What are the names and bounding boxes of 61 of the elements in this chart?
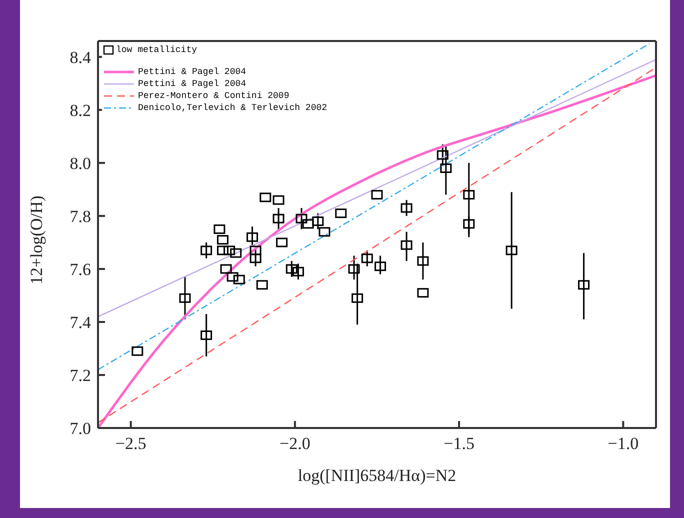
point [400,203,412,213]
y-tick-label: 7.6 [70,260,91,279]
point [226,272,238,282]
point [224,246,236,256]
point [256,280,268,290]
point [272,214,284,224]
y-tick-label: 8.0 [70,154,91,173]
point [312,216,324,226]
point [463,219,475,229]
x-axis-title: log([NII]6584/Hα)=N2 [298,466,456,485]
point [216,235,228,245]
point [436,150,448,160]
point [371,190,383,200]
y-tick-label: 7.0 [70,419,91,438]
point [348,264,360,274]
point [220,264,232,274]
x-tick-label: −2.0 [280,434,310,454]
point [230,248,242,258]
point [318,227,330,237]
legend-label: low metallicity [116,44,198,56]
point [272,195,284,205]
point [200,246,212,256]
point [246,232,258,242]
y-tick-label: 8.4 [70,48,92,67]
y-axis-title: 12+log(O/H) [27,196,46,284]
point [296,214,308,224]
x-tick-label: −1.0 [608,434,639,454]
legend-label: Perez-Montero & Contini 2009 [138,90,290,102]
point [286,264,298,274]
y-tick-label: 8.2 [70,100,91,120]
point [335,208,347,218]
point [179,293,191,303]
point [250,254,262,264]
point [578,280,590,290]
point [463,190,475,200]
legend-label: Pettini & Pagel 2004 [138,78,246,90]
point [214,224,226,234]
point [200,330,212,340]
y-tick-label: 7.8 [70,206,91,226]
point [276,238,288,248]
point [417,256,429,266]
x-tick-label: −1.5 [444,434,474,454]
legend-label: Denicolo,Terlevich & Terlevich 2002 [138,102,328,114]
point [216,246,228,256]
legend-label: Pettini & Pagel 2004 [138,66,246,78]
point [374,262,386,272]
x-tick-label: −2.5 [115,434,146,454]
point [400,240,412,250]
point [417,288,429,298]
y-tick-label: 7.4 [70,313,92,332]
point [352,293,364,303]
point [260,192,272,202]
point [292,266,304,276]
y-tick-label: 7.2 [70,366,91,386]
point [250,246,262,256]
point [361,254,373,264]
point [302,219,314,229]
point [506,246,518,256]
point [440,163,452,173]
point [233,274,245,284]
point [132,346,144,356]
